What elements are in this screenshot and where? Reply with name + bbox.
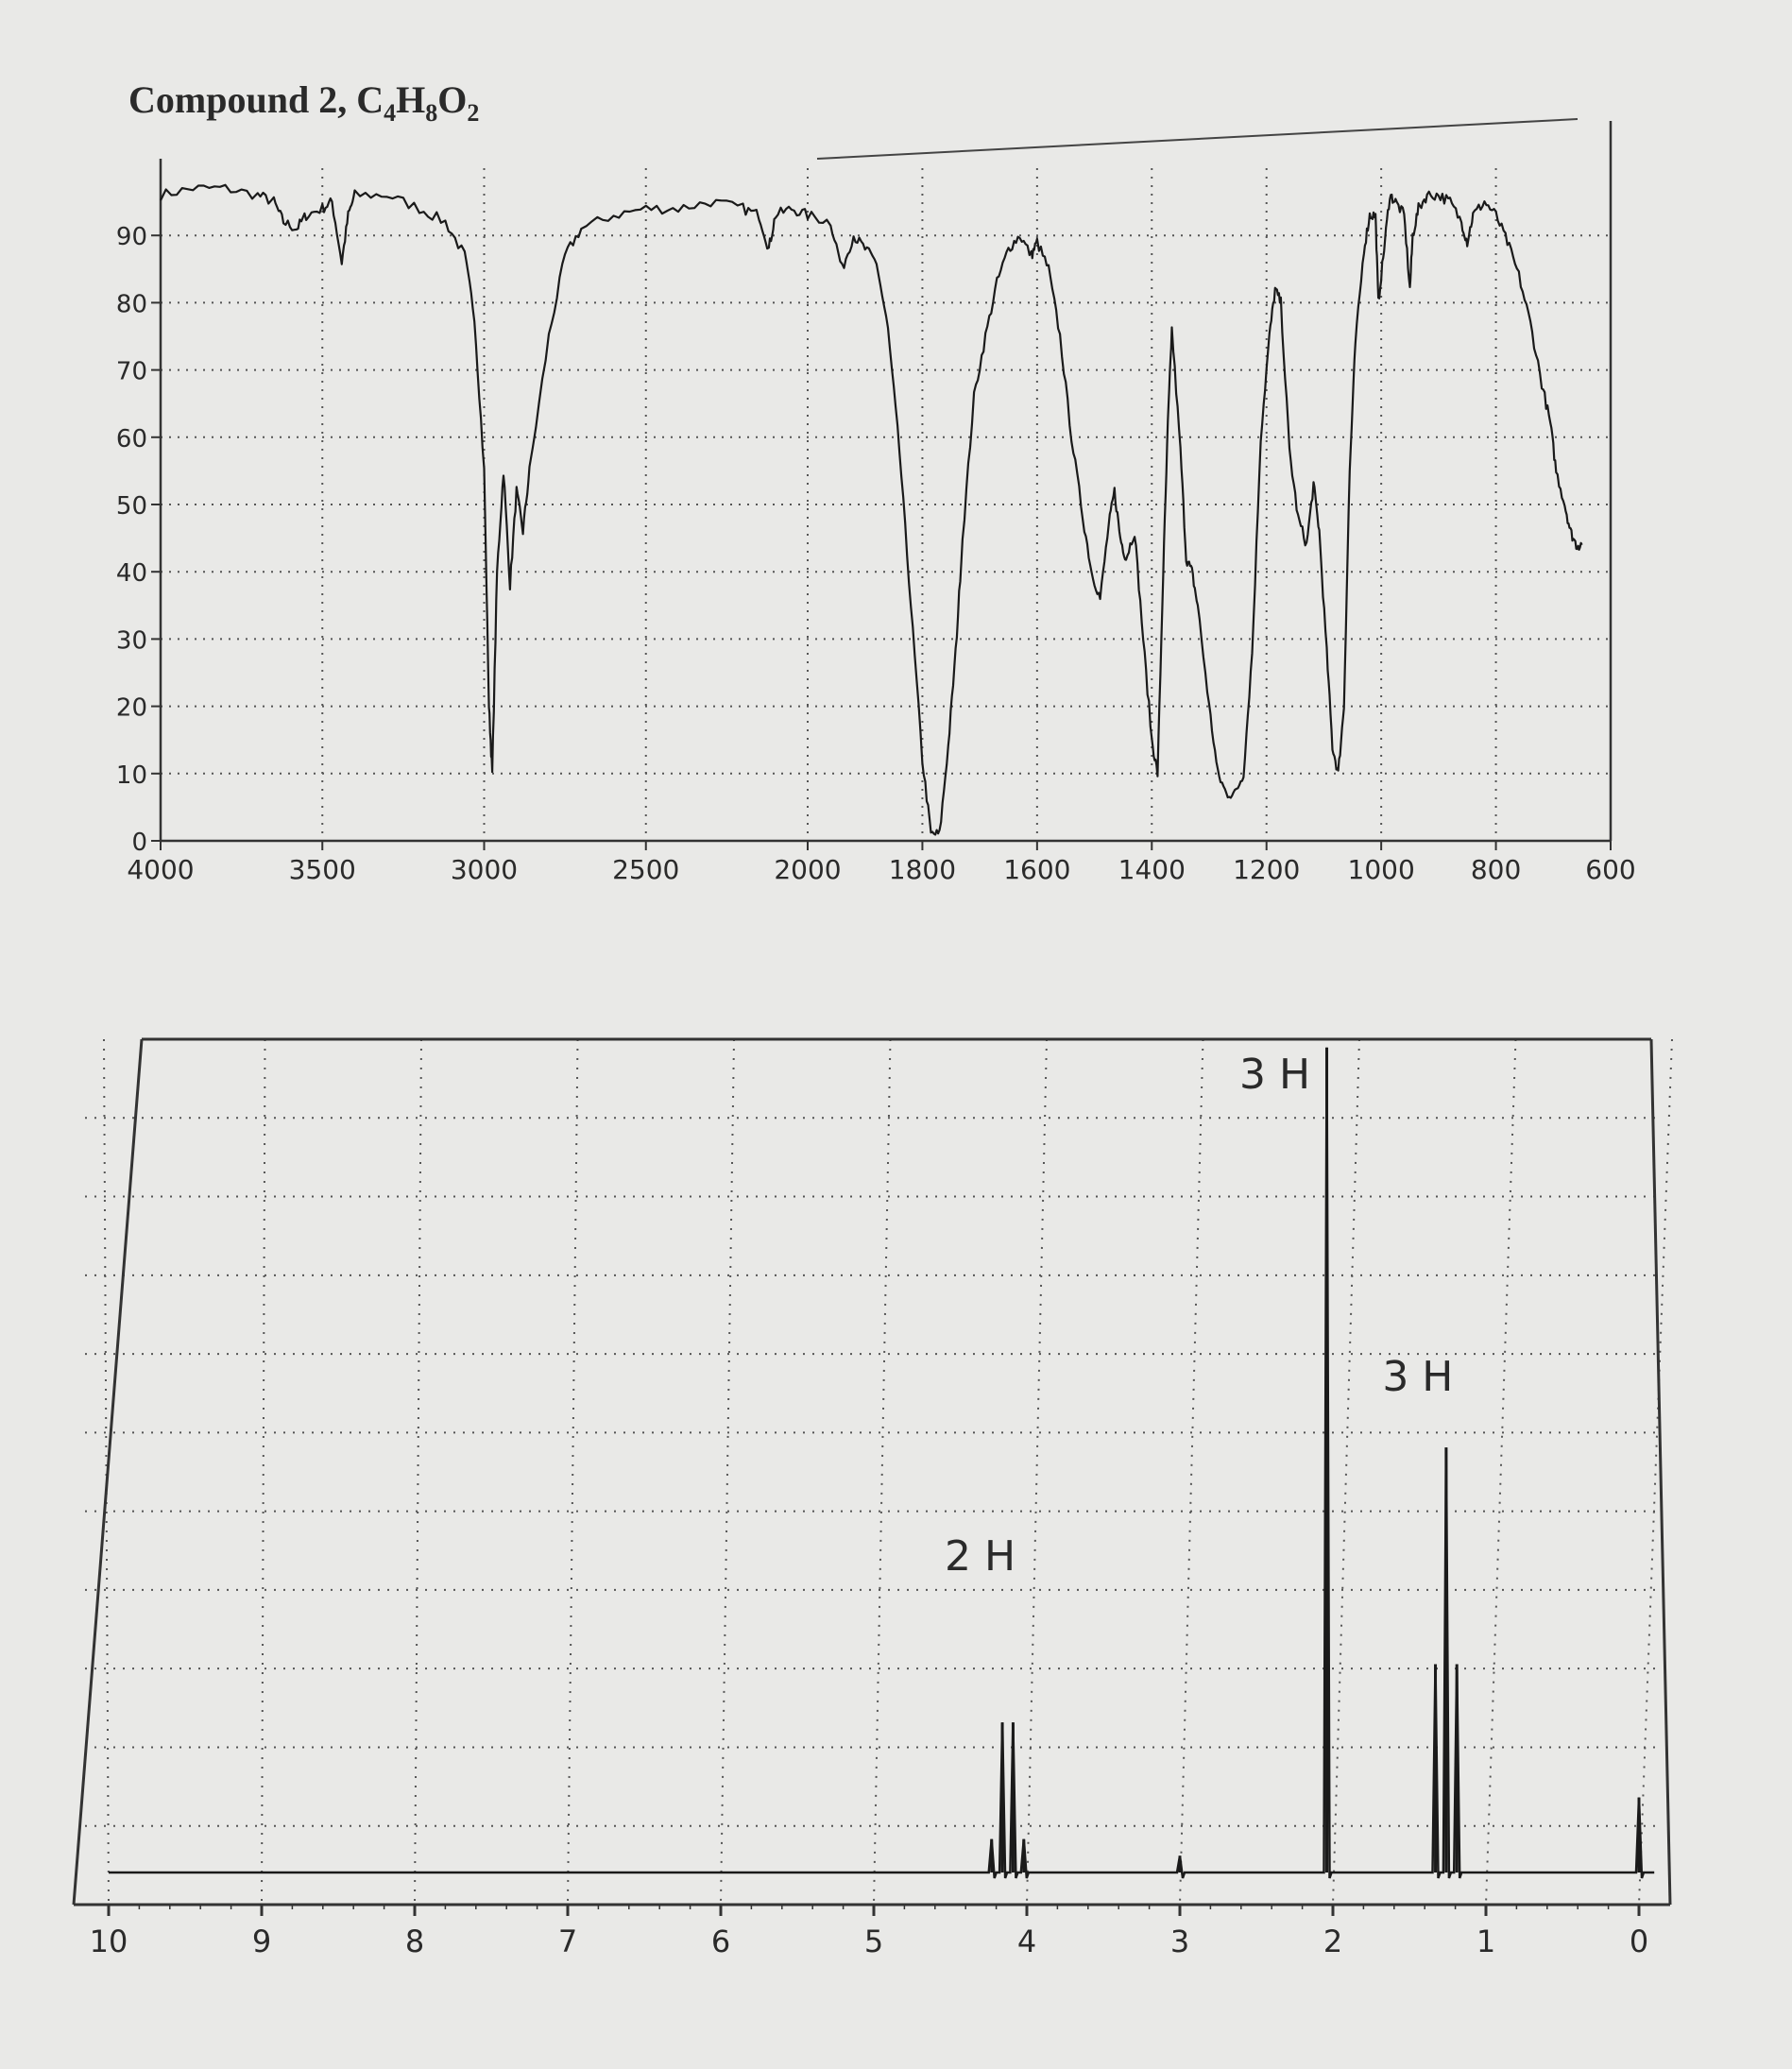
nmr-gridline-x	[1638, 1038, 1673, 1906]
ir-xtick-label: 1400	[1118, 854, 1186, 885]
nmr-gridline-x	[1179, 1038, 1204, 1906]
nmr-axes: 10 9 8 7 6 5 4 3 2 1 0	[72, 1037, 1672, 1959]
nmr-gridline-x	[1332, 1038, 1360, 1906]
nmr-xtick-label: 10	[90, 1924, 128, 1959]
nmr-gridline-x	[414, 1038, 422, 1906]
ir-xtick-label: 1600	[1003, 854, 1070, 885]
formula-o: O	[437, 78, 468, 121]
ir-grid	[160, 168, 1612, 842]
ir-xtick-label: 1800	[889, 854, 956, 885]
nmr-gridline-x	[1026, 1038, 1048, 1906]
ir-ytick-label: 30	[116, 626, 147, 655]
ir-top-edge	[816, 118, 1579, 160]
nmr-right-axis	[1649, 1038, 1672, 1906]
ir-xtick-label: 3000	[451, 854, 518, 885]
title-formula: C4H8O2	[356, 78, 479, 127]
nmr-gridline-x	[1485, 1038, 1517, 1906]
ir-ytick-label: 80	[116, 290, 147, 318]
ir-xtick-label: 4000	[127, 854, 194, 885]
nmr-series	[109, 1047, 1655, 1879]
nmr-left-axis	[72, 1038, 144, 1906]
ir-ytick-label: 60	[116, 425, 147, 453]
nmr-grid	[85, 1038, 1673, 1906]
nmr-xtick-label: 6	[711, 1924, 730, 1959]
nmr-gridline-x	[873, 1038, 892, 1906]
ir-xtick-label: 800	[1471, 854, 1521, 885]
nmr-integration-label: 3 H	[1239, 1051, 1310, 1099]
ir-xtick-label: 2500	[612, 854, 679, 885]
ir-xtick-label: 3500	[289, 854, 356, 885]
ir-axes: 0 10 20 30 40 50 60 70 80 90 4000 3500 3000 2500 2000 1…	[116, 118, 1636, 885]
nmr-xtick-label: 1	[1476, 1924, 1495, 1959]
formula-c: C	[356, 78, 384, 121]
nmr-xtick-label: 7	[558, 1924, 577, 1959]
nmr-gridline-x	[261, 1038, 266, 1906]
formula-c-count: 4	[384, 99, 397, 127]
nmr-spectrum-line	[109, 1047, 1655, 1879]
nmr-xtick-label: 3	[1170, 1924, 1189, 1959]
nmr-xtick-label: 4	[1017, 1924, 1036, 1959]
ir-spectrum-line	[160, 183, 1583, 836]
nmr-gridline-x	[720, 1038, 735, 1906]
ir-ytick-label: 20	[116, 694, 147, 723]
ir-ytick-label: 40	[116, 559, 147, 588]
formula-o-count: 2	[467, 99, 480, 127]
ir-ytick-label: 10	[116, 761, 147, 790]
ir-xtick-label: 1000	[1348, 854, 1415, 885]
title-label: Compound 2,	[128, 78, 348, 121]
nmr-gridline-x	[103, 1038, 110, 1906]
ir-xtick-label: 2000	[774, 854, 841, 885]
nmr-gridline-x	[567, 1038, 579, 1906]
nmr-xtick-label: 9	[252, 1924, 271, 1959]
nmr-integration-label: 3 H	[1382, 1353, 1453, 1401]
ir-ytick-label: 0	[131, 829, 147, 857]
ir-xtick-label: 600	[1585, 854, 1635, 885]
ir-ytick-label: 50	[116, 492, 147, 521]
ir-xtick-label: 1200	[1233, 854, 1300, 885]
ir-series	[160, 183, 1583, 836]
nmr-integration-label: 2 H	[945, 1532, 1015, 1581]
ir-ytick-label: 70	[116, 358, 147, 386]
nmr-xtick-label: 0	[1630, 1924, 1648, 1959]
formula-h-count: 8	[425, 99, 438, 127]
nmr-xtick-label: 5	[864, 1924, 883, 1959]
nmr-xtick-label: 8	[405, 1924, 424, 1959]
nmr-integration-labels: 3 H 3 H 2 H	[945, 1051, 1453, 1581]
ir-ytick-label: 90	[116, 223, 147, 251]
nmr-xtick-label: 2	[1323, 1924, 1342, 1959]
formula-h: H	[396, 78, 426, 121]
page-title: Compound 2, C4H8O2	[128, 77, 479, 128]
